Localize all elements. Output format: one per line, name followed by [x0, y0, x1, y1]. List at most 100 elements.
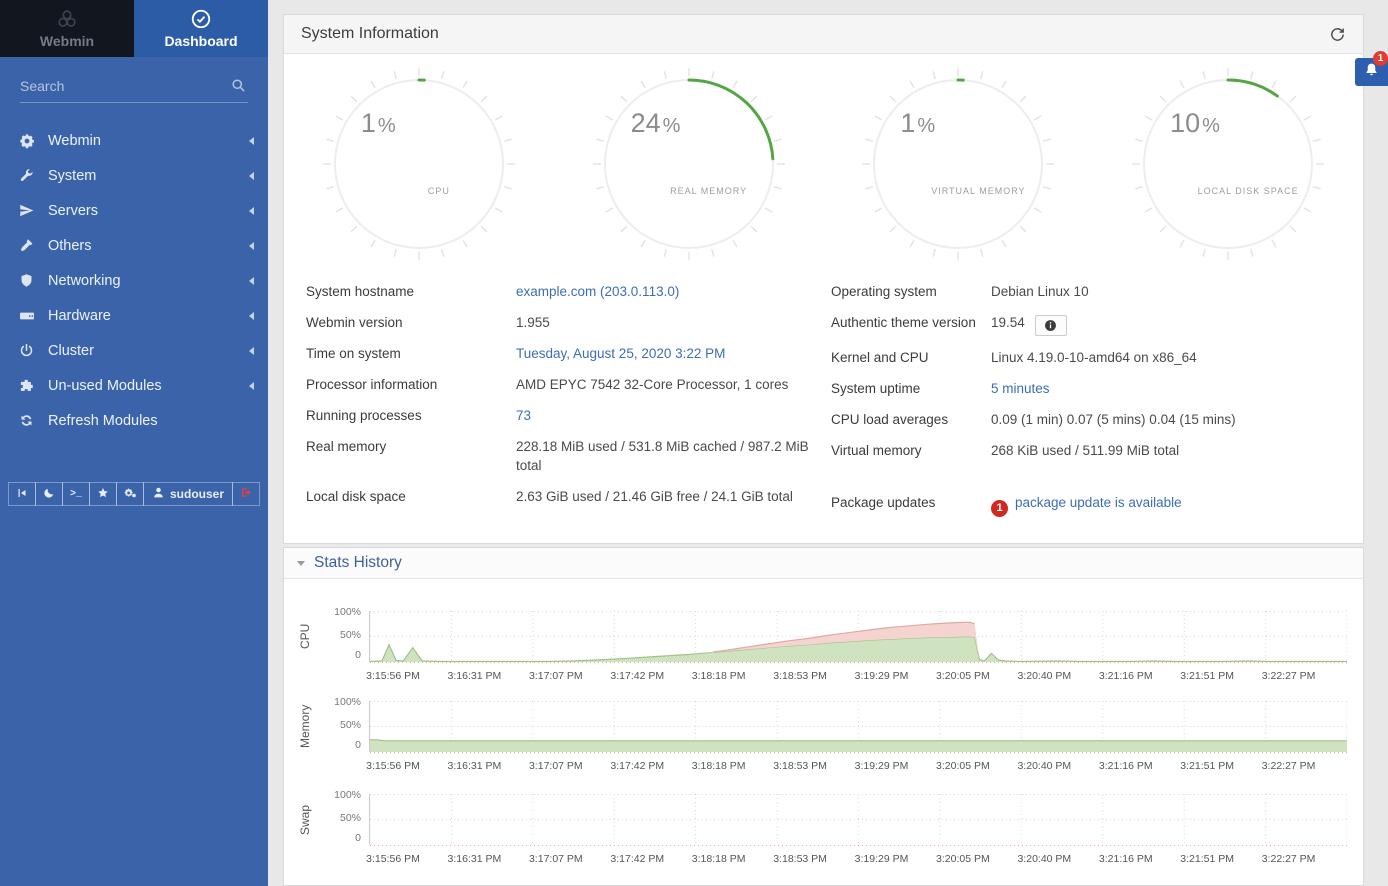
star-icon	[97, 487, 109, 502]
y-axis-tick: 100%	[334, 789, 361, 801]
user-icon	[152, 486, 165, 502]
notifications-button[interactable]: 1	[1355, 51, 1388, 86]
y-axis-tick: 0	[355, 649, 361, 661]
info-row-kernel-and-cpu: Kernel and CPU Linux 4.19.0-10-amd64 on x…	[831, 342, 1341, 373]
info-label: Kernel and CPU	[831, 350, 929, 365]
info-label: Webmin version	[306, 315, 403, 330]
sidebar-item-cluster[interactable]: Cluster	[0, 333, 268, 368]
gauge-value: 24%	[630, 108, 681, 138]
info-row-local-disk-space: Local disk space 2.63 GiB used / 21.46 Gi…	[306, 481, 811, 512]
info-value-link[interactable]: Tuesday, August 25, 2020 3:22 PM	[516, 346, 726, 361]
x-axis-tick: 3:22:27 PM	[1261, 760, 1316, 772]
sidebar-item-label: Refresh Modules	[48, 412, 158, 429]
gauge-cpu: 1% CPU	[284, 66, 554, 262]
info-value-link[interactable]: example.com (203.0.113.0)	[516, 284, 680, 299]
logout-button[interactable]	[232, 482, 261, 506]
info-row-time-on-system: Time on system Tuesday, August 25, 2020 3…	[306, 338, 811, 369]
gauge-label: VIRTUAL MEMORY	[931, 186, 1026, 196]
sidebar-item-hardware[interactable]: Hardware	[0, 298, 268, 333]
info-column-right: Operating system Debian Linux 10 Authentic…	[831, 276, 1341, 523]
search-input[interactable]	[20, 73, 248, 102]
info-icon[interactable]	[1034, 315, 1067, 336]
sidebar-item-servers[interactable]: Servers	[0, 193, 268, 228]
info-value-text: 1.955	[516, 315, 550, 330]
tab-dashboard[interactable]: Dashboard	[134, 0, 268, 57]
webmin-logo-icon	[56, 8, 78, 30]
sidebar-item-label: Servers	[48, 202, 98, 219]
refresh-button[interactable]	[1329, 26, 1346, 43]
info-value[interactable]: 73	[516, 406, 811, 425]
x-axis-tick: 3:22:27 PM	[1261, 853, 1316, 865]
night-mode-button[interactable]	[35, 482, 63, 506]
y-axis-tick: 100%	[334, 696, 361, 708]
stats-charts: CPU 100% 50% 0 3:15:56 PM 3:16:31 PM 3:17:07 P…	[284, 579, 1363, 885]
sidebar-item-networking[interactable]: Networking	[0, 263, 268, 298]
theme-settings-button[interactable]	[116, 482, 144, 506]
gauge-dial: 1% CPU	[321, 66, 517, 262]
sidebar-tabs: Webmin Dashboard	[0, 0, 268, 57]
stats-history-panel: Stats History CPU 100% 50% 0 3:15:56 PM 3:16:…	[283, 547, 1364, 886]
info-value-text: 2.63 GiB used / 21.46 GiB free / 24.1 Gi…	[516, 489, 793, 504]
info-label: Authentic theme version	[831, 315, 976, 330]
user-menu-button[interactable]: sudouser	[143, 482, 234, 506]
hammer-icon	[18, 237, 35, 254]
x-axis-tick: 3:20:05 PM	[936, 670, 990, 682]
stats-history-header[interactable]: Stats History	[284, 548, 1363, 579]
gauge-value: 10%	[1170, 108, 1220, 138]
chart-ylabel-memory: Memory	[298, 704, 312, 749]
system-info-table: System hostname example.com (203.0.113.0)…	[284, 262, 1363, 543]
search-icon	[231, 78, 246, 98]
x-axis-tick: 3:22:27 PM	[1261, 670, 1316, 682]
x-axis-tick: 3:17:42 PM	[610, 760, 665, 772]
caret-left-icon	[245, 381, 254, 390]
info-value-link[interactable]: 73	[516, 408, 532, 423]
package-updates-badge: 1	[991, 500, 1008, 517]
sidebar-item-others[interactable]: Others	[0, 228, 268, 263]
x-axis-tick: 3:21:51 PM	[1180, 853, 1234, 865]
x-axis-tick: 3:18:18 PM	[691, 760, 746, 772]
info-label: Running processes	[306, 408, 422, 423]
info-value-text: 0.09 (1 min) 0.07 (5 mins) 0.04 (15 mins…	[991, 412, 1236, 427]
tab-webmin-label: Webmin	[39, 33, 95, 49]
x-axis-tick: 3:18:18 PM	[691, 853, 746, 865]
info-value-link[interactable]: package update is available	[1015, 495, 1182, 510]
info-label: Operating system	[831, 284, 937, 299]
x-axis-tick: 3:21:16 PM	[1098, 853, 1153, 865]
terminal-button[interactable]: >_	[62, 482, 90, 506]
collapse-sidebar-button[interactable]	[8, 482, 36, 506]
gears-icon	[123, 487, 137, 502]
gauge-virtual-memory: 1% VIRTUAL MEMORY	[824, 66, 1094, 262]
info-value-text: 19.54	[991, 315, 1025, 330]
sidebar-item-refresh-modules[interactable]: Refresh Modules	[0, 403, 268, 438]
info-value[interactable]: 1 package update is available	[991, 493, 1341, 517]
sidebar-search	[20, 73, 248, 103]
caret-left-icon	[245, 276, 254, 285]
info-row-running-processes: Running processes 73	[306, 400, 811, 431]
sidebar-item-label: Hardware	[48, 307, 111, 324]
info-value[interactable]: Tuesday, August 25, 2020 3:22 PM	[516, 344, 811, 363]
x-axis-tick: 3:21:51 PM	[1180, 670, 1234, 682]
info-label: Package updates	[831, 495, 936, 510]
info-value[interactable]: example.com (203.0.113.0)	[516, 282, 811, 301]
gauge-value: 1%	[900, 108, 936, 138]
sidebar-item-label: Un-used Modules	[48, 377, 162, 394]
sidebar-item-un-used-modules[interactable]: Un-used Modules	[0, 368, 268, 403]
info-value-link[interactable]: 5 minutes	[991, 381, 1050, 396]
gauge-label: LOCAL DISK SPACE	[1197, 186, 1299, 196]
x-axis-tick: 3:20:40 PM	[1017, 760, 1072, 772]
moon-icon	[43, 487, 55, 502]
info-value: Linux 4.19.0-10-amd64 on x86_64	[991, 348, 1341, 367]
x-axis-tick: 3:16:31 PM	[447, 760, 502, 772]
info-value: 19.54	[991, 313, 1341, 336]
sidebar-item-system[interactable]: System	[0, 158, 268, 193]
sidebar-item-label: Cluster	[48, 342, 94, 359]
info-value[interactable]: 5 minutes	[991, 379, 1341, 398]
gauge-svg	[862, 68, 1055, 260]
tab-webmin[interactable]: Webmin	[0, 0, 134, 57]
gauge-dial: 1% VIRTUAL MEMORY	[860, 66, 1056, 262]
info-value-text: 268 KiB used / 511.99 MiB total	[991, 443, 1180, 458]
chart-plot-cpu	[369, 611, 1347, 663]
sidebar-item-webmin[interactable]: Webmin	[0, 123, 268, 158]
gauge-dial: 10% LOCAL DISK SPACE	[1130, 66, 1326, 262]
favorites-button[interactable]	[89, 482, 117, 506]
